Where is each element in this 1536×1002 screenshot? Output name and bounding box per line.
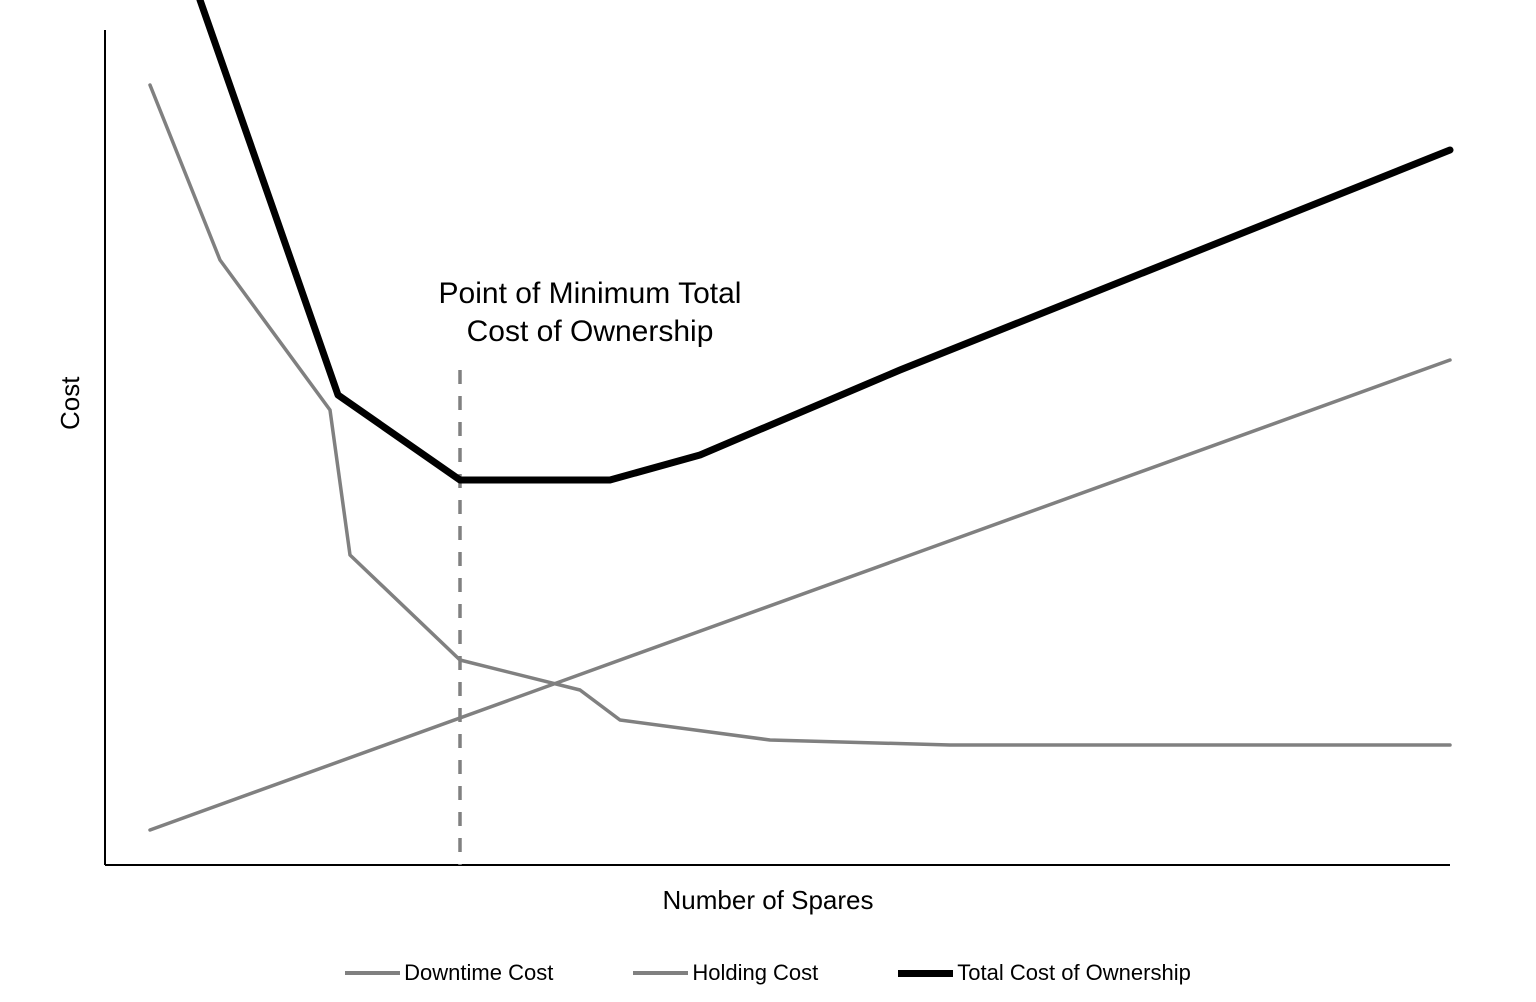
x-axis-label: Number of Spares <box>0 885 1536 916</box>
legend-item: Total Cost of Ownership <box>898 960 1191 986</box>
chart-svg <box>0 0 1536 1002</box>
legend-label: Downtime Cost <box>404 960 553 986</box>
min-point-annotation: Point of Minimum Total Cost of Ownership <box>390 275 790 350</box>
legend: Downtime Cost Holding Cost Total Cost of O… <box>0 960 1536 986</box>
legend-item: Holding Cost <box>633 960 818 986</box>
y-axis-label: Cost <box>55 377 86 430</box>
legend-item: Downtime Cost <box>345 960 553 986</box>
cost-chart: Cost Point of Minimum Total Cost of Owne… <box>0 0 1536 1002</box>
legend-swatch <box>345 971 400 975</box>
legend-label: Total Cost of Ownership <box>957 960 1191 986</box>
legend-swatch <box>633 971 688 975</box>
legend-label: Holding Cost <box>692 960 818 986</box>
legend-swatch <box>898 970 953 977</box>
